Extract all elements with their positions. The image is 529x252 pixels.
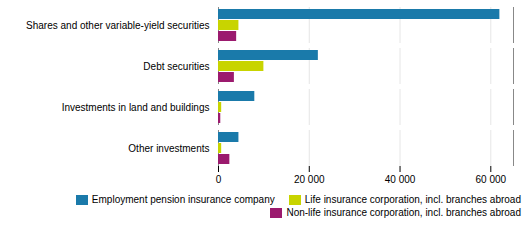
svg-text:Debt securities: Debt securities	[143, 61, 209, 72]
svg-text:Investments in land and buildi: Investments in land and buildings	[62, 102, 210, 113]
svg-text:60 000: 60 000	[476, 174, 507, 185]
svg-text:40 000: 40 000	[385, 174, 416, 185]
svg-text:Other investments: Other investments	[128, 143, 209, 154]
svg-text:0: 0	[216, 174, 222, 185]
html-text:Non-life insurance corporation: Non-life insurance corporation, incl. br…	[286, 207, 521, 218]
html-text:Employment pension insurance c: Employment pension insurance company	[91, 194, 275, 205]
svg-text:20 000: 20 000	[294, 174, 325, 185]
html-text:Life insurance corporation, in: Life insurance corporation, incl. branch…	[304, 194, 521, 205]
svg-text:Shares and other variable-yiel: Shares and other variable-yield securiti…	[26, 20, 209, 31]
